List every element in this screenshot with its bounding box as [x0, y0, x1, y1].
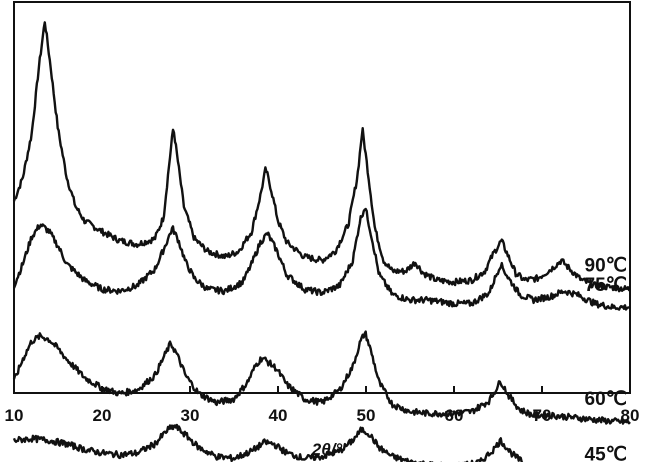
x-axis-ticks: 10 20 30 40 50 60 70 80	[5, 386, 639, 425]
x-tick-label: 20	[93, 406, 112, 425]
series-label: 90℃	[585, 255, 627, 276]
series-line	[12, 21, 631, 293]
series-line	[12, 207, 631, 311]
series-labels: 90℃75℃ 60℃ 45℃	[585, 255, 627, 462]
series-line	[12, 330, 631, 425]
x-tick-label: 10	[5, 406, 24, 425]
series-traces	[12, 21, 631, 462]
x-tick-label: 30	[181, 406, 200, 425]
series-label: 45℃	[585, 444, 627, 462]
plot-frame	[13, 1, 631, 394]
x-tick-label: 50	[357, 406, 376, 425]
x-tick-label: 40	[269, 406, 288, 425]
x-axis-title: 2θ/°	[311, 440, 343, 459]
series-label: 75℃	[585, 275, 627, 296]
series-line	[12, 423, 524, 462]
series-label: 60℃	[585, 389, 627, 410]
